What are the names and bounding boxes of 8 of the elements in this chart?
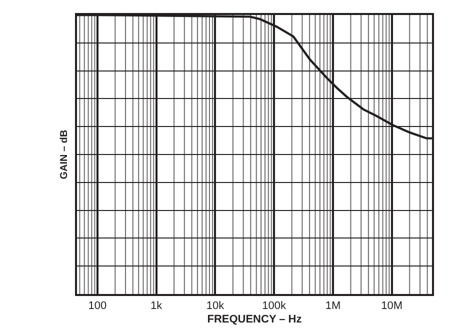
x-tick-label: 1k <box>150 300 163 312</box>
x-tick-label: 1M <box>325 300 341 312</box>
x-tick-label: 10k <box>206 300 225 312</box>
x-tick-label: 10M <box>381 300 403 312</box>
x-axis-title: FREQUENCY – Hz <box>207 314 302 326</box>
x-tick-label: 100 <box>88 300 107 312</box>
y-axis-title: GAIN – dB <box>58 130 70 180</box>
x-tick-label: 100k <box>262 300 287 312</box>
